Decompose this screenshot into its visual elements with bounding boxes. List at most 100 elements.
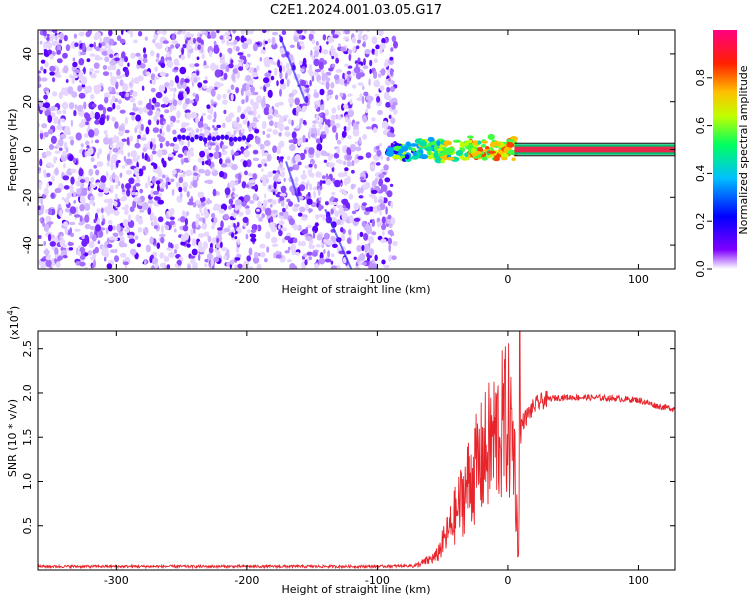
noise-speckle: [159, 233, 166, 238]
noise-speckle: [165, 181, 169, 190]
noise-speckle: [43, 240, 46, 246]
noise-speckle: [150, 265, 156, 269]
noise-speckle: [42, 30, 47, 37]
noise-speckle: [362, 85, 365, 91]
noise-speckle: [122, 218, 129, 228]
noise-speckle: [168, 251, 175, 258]
noise-speckle: [110, 158, 114, 165]
noise-speckle: [95, 224, 101, 232]
noise-speckle: [288, 201, 293, 207]
noise-speckle: [141, 152, 145, 160]
noise-speckle: [132, 106, 139, 112]
noise-speckle: [245, 184, 249, 188]
noise-speckle: [56, 58, 63, 64]
noise-speckle: [49, 106, 56, 112]
noise-speckle: [363, 210, 370, 216]
noise-speckle: [38, 205, 42, 211]
noise-speckle: [204, 180, 211, 184]
noise-speckle: [264, 193, 267, 199]
noise-speckle: [331, 201, 338, 206]
noise-speckle: [348, 228, 352, 236]
noise-speckle: [336, 219, 342, 226]
signal-blob: [437, 147, 444, 152]
noise-speckle: [374, 49, 379, 57]
signal-blob: [506, 142, 515, 149]
noise-speckle: [314, 222, 319, 227]
snr-y-ticks: 0.5 1.0 1.5 2.0 2.5: [21, 340, 675, 534]
signal-blob: [472, 140, 478, 146]
noise-speckle: [386, 156, 390, 162]
weak-signal-blob: [241, 135, 247, 141]
noise-speckle: [68, 136, 75, 140]
noise-speckle: [361, 220, 367, 228]
noise-speckle: [209, 142, 216, 146]
noise-speckle: [151, 175, 156, 184]
noise-speckle: [59, 118, 66, 122]
noise-speckle: [338, 43, 341, 48]
noise-speckle: [156, 242, 161, 249]
noise-speckle: [38, 182, 43, 186]
noise-speckle: [323, 159, 328, 163]
noise-speckle: [110, 162, 114, 171]
noise-speckle: [192, 180, 198, 188]
noise-speckle: [359, 231, 364, 238]
noise-speckle: [235, 257, 241, 261]
snr-x-ticks: -300 -200 -100 0 100: [104, 331, 649, 587]
noise-speckle: [43, 223, 50, 232]
noise-speckle: [233, 151, 240, 156]
noise-speckle: [293, 203, 300, 208]
noise-speckle: [132, 91, 138, 97]
noise-speckle: [278, 132, 282, 137]
noise-speckle: [109, 184, 114, 191]
noise-speckle: [225, 115, 232, 123]
noise-speckle: [119, 38, 126, 44]
noise-speckle: [280, 185, 287, 194]
noise-speckle: [357, 33, 362, 42]
noise-speckle: [119, 172, 123, 178]
noise-speckle: [147, 207, 152, 215]
noise-speckle: [319, 88, 325, 96]
noise-speckle: [294, 225, 300, 230]
noise-speckle: [373, 70, 378, 79]
noise-speckle: [121, 51, 126, 59]
noise-speckle: [191, 221, 197, 230]
noise-speckle: [156, 184, 160, 192]
noise-speckle: [46, 162, 53, 167]
noise-speckle: [193, 228, 196, 234]
noise-speckle: [63, 185, 70, 190]
noise-speckle: [315, 171, 322, 178]
noise-speckle: [147, 175, 151, 184]
noise-speckle: [277, 178, 281, 183]
noise-speckle: [56, 44, 62, 53]
noise-speckle: [308, 147, 315, 155]
signal-blob: [436, 140, 441, 147]
noise-speckle: [173, 66, 179, 71]
noise-speckle: [298, 195, 304, 200]
noise-speckle: [352, 45, 356, 54]
noise-speckle: [234, 264, 239, 269]
noise-speckle: [44, 109, 51, 117]
noise-speckle: [252, 91, 259, 96]
noise-speckle: [269, 120, 274, 127]
signal-blob: [412, 151, 417, 157]
noise-speckle: [55, 261, 61, 268]
noise-speckle: [186, 243, 191, 248]
noise-speckle: [167, 85, 171, 90]
noise-speckle: [210, 31, 217, 39]
noise-speckle: [177, 153, 184, 158]
snr-panel: -300 -200 -100 0 100 0.5 1.0 1.5 2.0 2.5 Height …: [6, 306, 676, 596]
x-tick-label: -100: [365, 273, 390, 286]
noise-speckle: [191, 248, 198, 256]
noise-speckle: [155, 91, 163, 99]
noise-speckle: [194, 200, 202, 205]
noise-speckle: [90, 73, 97, 79]
noise-speckle: [330, 82, 335, 89]
noise-streak: [324, 208, 353, 269]
noise-speckle: [160, 236, 165, 244]
noise-speckle: [72, 157, 77, 164]
weak-signal-blob: [220, 134, 225, 140]
noise-speckle: [274, 67, 278, 76]
noise-speckle: [330, 114, 337, 121]
noise-speckle: [160, 181, 166, 189]
noise-speckle: [49, 35, 57, 40]
